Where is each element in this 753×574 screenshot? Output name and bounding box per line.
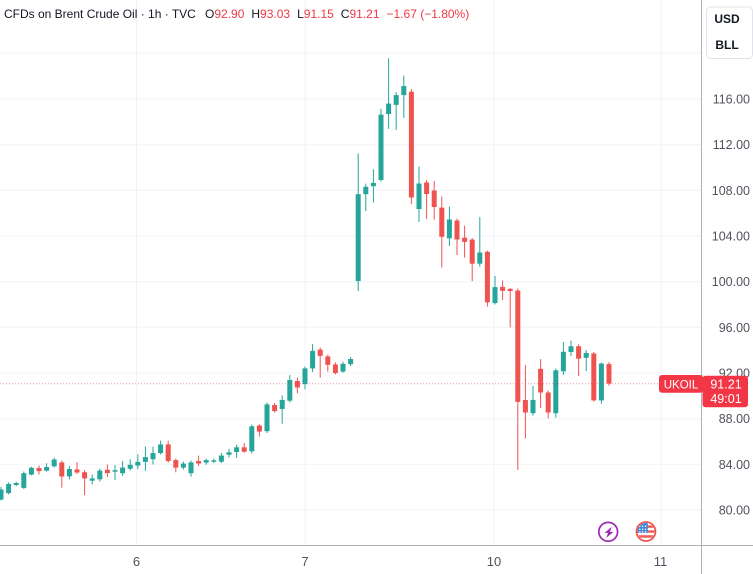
svg-text:100.00: 100.00 xyxy=(712,275,750,289)
svg-text:84.00: 84.00 xyxy=(719,458,750,472)
svg-text:11: 11 xyxy=(654,554,668,569)
svg-text:96.00: 96.00 xyxy=(719,321,750,335)
svg-text:6: 6 xyxy=(133,554,140,569)
svg-text:108.00: 108.00 xyxy=(712,184,750,198)
svg-text:USD: USD xyxy=(714,12,740,26)
svg-text:80.00: 80.00 xyxy=(719,504,750,518)
svg-text:116.00: 116.00 xyxy=(713,93,750,107)
svg-text:7: 7 xyxy=(301,554,308,569)
svg-text:UKOIL: UKOIL xyxy=(664,379,699,391)
svg-text:104.00: 104.00 xyxy=(712,230,750,244)
svg-text:10: 10 xyxy=(487,554,501,569)
svg-text:49:01: 49:01 xyxy=(710,392,741,406)
svg-text:88.00: 88.00 xyxy=(719,412,750,426)
svg-text:91.21: 91.21 xyxy=(710,377,741,391)
svg-text:112.00: 112.00 xyxy=(713,138,750,152)
svg-text:BLL: BLL xyxy=(715,38,738,52)
svg-text:CFDs on Brent Crude Oil · 1h ·: CFDs on Brent Crude Oil · 1h · TVC xyxy=(4,7,196,21)
